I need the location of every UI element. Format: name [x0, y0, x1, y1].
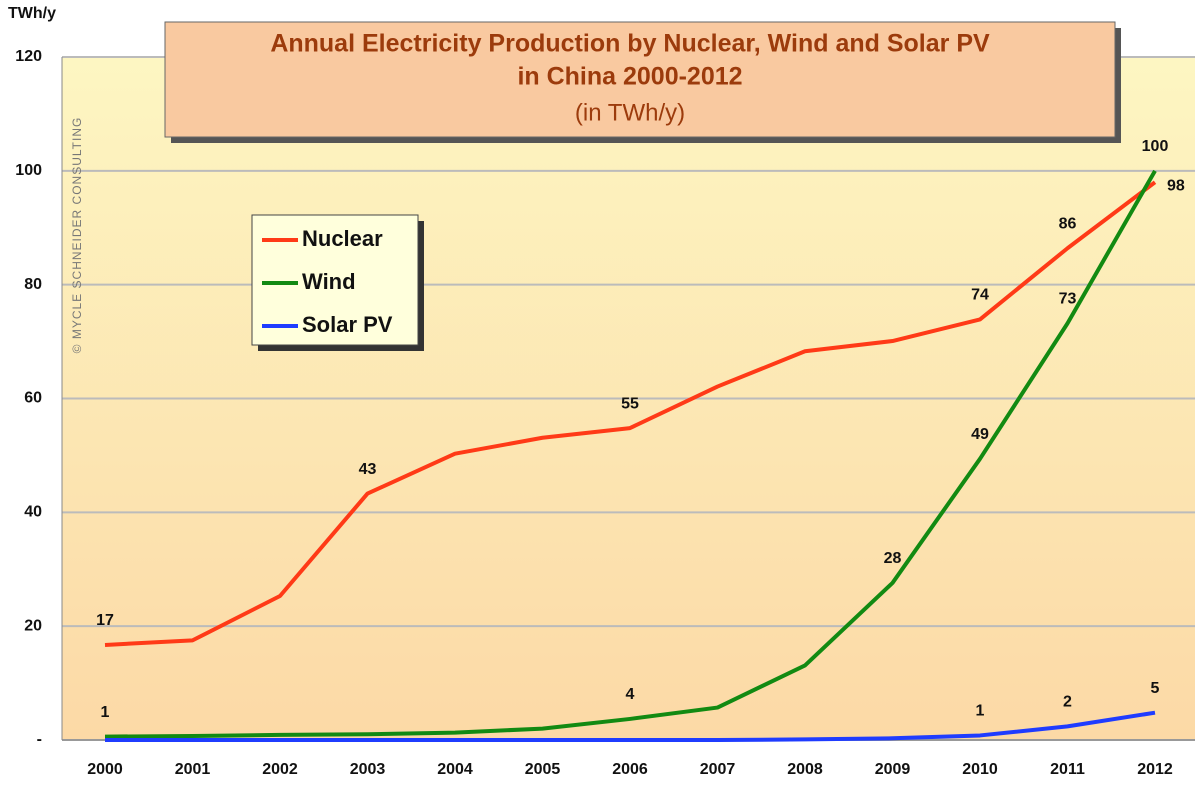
data-label: 43	[359, 461, 377, 478]
y-tick-label: 20	[24, 617, 42, 634]
data-label: 55	[621, 395, 639, 412]
subtitle: (in TWh/y)	[575, 99, 685, 126]
data-label: 2	[1063, 694, 1072, 711]
series-line	[104, 180, 1157, 647]
chart-title: Annual Electricity Production by Nuclear…	[270, 30, 990, 58]
data-label: 28	[884, 550, 902, 567]
y-tick-label: 100	[15, 162, 42, 179]
y-tick-label: 120	[15, 48, 42, 65]
x-tick-label: 2012	[1137, 761, 1173, 778]
x-tick-label: 2001	[175, 761, 211, 778]
x-tick-label: 2011	[1050, 761, 1085, 778]
data-label: 73	[1059, 291, 1077, 308]
y-tick-label: 60	[24, 390, 42, 407]
x-tick-label: 2005	[525, 761, 561, 778]
title-box	[164, 21, 1116, 138]
marks	[104, 169, 1157, 742]
data-label: 74	[971, 287, 989, 304]
x-tick-label: 2003	[350, 761, 386, 778]
legend-label: Solar PV	[302, 312, 393, 337]
x-tick-label: 2004	[437, 761, 473, 778]
x-tick-label: 2010	[962, 761, 998, 778]
data-label: 49	[971, 426, 989, 443]
data-label: 17	[96, 612, 114, 629]
data-label: 86	[1059, 215, 1077, 232]
series-line	[104, 169, 1157, 739]
y-tick-label: 80	[24, 276, 42, 293]
data-label: 1	[976, 703, 985, 720]
x-tick-label: 2006	[612, 761, 648, 778]
chart-title-line2: in China 2000-2012	[517, 63, 742, 91]
x-tick-label: 2000	[87, 761, 123, 778]
data-label: 5	[1151, 680, 1160, 697]
legend-label: Wind	[302, 269, 356, 294]
data-label: 98	[1167, 177, 1185, 194]
x-tick-label: 2002	[262, 761, 298, 778]
data-label: 100	[1142, 138, 1169, 155]
data-label: 1	[101, 704, 110, 721]
x-tick-label: 2009	[875, 761, 911, 778]
y-tick-label: -	[37, 731, 42, 748]
y-axis-label: TWh/y	[8, 5, 56, 22]
legend-label: Nuclear	[302, 226, 383, 251]
y-tick-label: 40	[24, 504, 42, 521]
data-label: 4	[626, 686, 635, 703]
watermark: © MYCLE SCHNEIDER CONSULTING	[70, 117, 84, 354]
legend	[251, 214, 419, 346]
x-tick-label: 2008	[787, 761, 823, 778]
x-tick-label: 2007	[700, 761, 736, 778]
series-line	[105, 710, 1156, 742]
